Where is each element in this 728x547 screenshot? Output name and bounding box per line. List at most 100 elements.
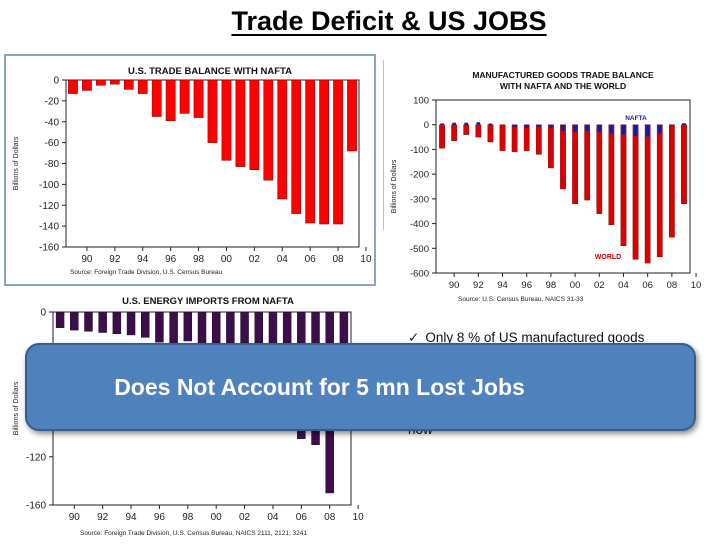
y-tick-label: -100 — [410, 145, 429, 156]
bar-nafta — [669, 124, 674, 126]
x-tick-label: 10 — [691, 280, 702, 291]
y-tick-label: 0 — [53, 76, 59, 87]
bar-world — [535, 124, 542, 155]
bar — [347, 79, 357, 152]
x-tick-label: 02 — [249, 254, 261, 265]
bar — [109, 79, 120, 85]
y-tick-label: 0 — [424, 120, 429, 131]
y-axis-label: Billions of Dollars — [13, 136, 20, 190]
x-tick-label: 02 — [239, 512, 251, 523]
bar-nafta — [452, 122, 457, 125]
y-tick-label: -40 — [45, 117, 60, 128]
bar-nafta — [682, 123, 686, 125]
x-tick-label: 94 — [497, 280, 508, 291]
chart-title: WITH NAFTA AND THE WORLD — [500, 81, 626, 91]
bar — [151, 79, 162, 117]
y-tick-label: 100 — [413, 96, 429, 107]
bullet-item: ✓ Only 8 % of US manufactured goods — [408, 330, 644, 346]
bar — [141, 311, 150, 338]
slide-title-text: Trade Deficit & US JOBS — [231, 6, 547, 36]
y-axis-label: Billions of Dollars — [13, 381, 20, 435]
x-tick-label: 00 — [211, 512, 223, 523]
bar-world — [548, 124, 554, 169]
bar-world — [608, 124, 615, 226]
chart-title: U.S. TRADE BALANCE WITH NAFTA — [128, 66, 292, 77]
bar-world — [463, 124, 470, 135]
x-tick-label: 00 — [570, 280, 581, 291]
bar — [126, 311, 136, 336]
bar-world — [681, 124, 687, 205]
bar-world — [487, 124, 494, 143]
series-label-world: WORLD — [595, 254, 621, 261]
x-tick-label: 96 — [154, 512, 166, 523]
bar — [249, 79, 260, 171]
bar-nafta — [464, 122, 469, 125]
source-note: Source: Foreign Trade Division, U.S. Cen… — [80, 530, 307, 537]
x-tick-label: 92 — [473, 280, 484, 291]
bar — [169, 311, 178, 344]
y-tick-label: -200 — [410, 170, 429, 181]
bar — [55, 311, 65, 328]
callout-text: Does Not Account for 5 mn Lost Jobs — [114, 373, 525, 400]
bar — [96, 79, 106, 86]
y-tick-label: -20 — [45, 96, 60, 107]
bar-world — [475, 124, 482, 138]
y-tick-label: -120 — [26, 452, 46, 463]
y-tick-label: -500 — [410, 244, 429, 255]
bar — [235, 79, 246, 167]
y-tick-label: -100 — [39, 180, 59, 191]
bar — [319, 79, 329, 225]
bar-nafta — [512, 124, 517, 128]
bar-nafta — [476, 122, 481, 125]
callout-box: Does Not Account for 5 mn Lost Jobs — [25, 343, 696, 431]
bar — [183, 311, 193, 342]
x-tick-label: 94 — [125, 512, 137, 523]
bar-world — [451, 124, 458, 141]
chart-title: MANUFACTURED GOODS TRADE BALANCE — [472, 70, 654, 80]
bar-world — [656, 124, 663, 258]
x-tick-label: 06 — [305, 254, 317, 265]
bar — [84, 311, 93, 332]
bar-world — [499, 124, 506, 151]
bar — [137, 79, 148, 94]
x-tick-label: 06 — [296, 512, 308, 523]
bar-nafta — [645, 124, 650, 137]
bar — [291, 79, 302, 214]
check-icon: ✓ — [408, 330, 420, 345]
x-tick-label: 90 — [69, 512, 81, 523]
bar — [263, 79, 274, 181]
plot-frame — [435, 99, 691, 274]
bar-nafta — [633, 124, 638, 136]
bar — [179, 79, 190, 114]
manufactured-goods-chart: MANUFACTURED GOODS TRADE BALANCE WITH NAF… — [388, 60, 706, 310]
x-tick-label: 92 — [97, 512, 109, 523]
y-tick-label: -60 — [45, 138, 60, 149]
x-tick-label: 10 — [353, 512, 365, 523]
bar — [112, 311, 122, 334]
bar-nafta — [621, 124, 626, 135]
bar-world — [620, 124, 627, 247]
bar-nafta — [657, 124, 662, 134]
series-label-nafta: NAFTA — [625, 115, 647, 122]
x-tick-label: 92 — [109, 254, 121, 265]
bar-nafta — [488, 123, 493, 125]
x-tick-label: 08 — [324, 512, 336, 523]
bar-world — [644, 124, 651, 264]
bar-nafta — [597, 124, 602, 133]
bullet-text: Only 8 % of US manufactured goods — [425, 330, 645, 345]
y-tick-label: -120 — [39, 201, 59, 212]
bar-world — [668, 124, 675, 238]
bar-world — [572, 124, 578, 205]
x-tick-label: 02 — [594, 280, 605, 291]
y-axis-label: Billions of Dollars — [391, 159, 398, 213]
y-tick-label: -400 — [410, 219, 429, 230]
bar-nafta — [440, 123, 444, 125]
x-tick-label: 90 — [449, 280, 460, 291]
x-tick-label: 04 — [618, 280, 629, 291]
bar — [333, 79, 343, 225]
bar-nafta — [573, 124, 577, 132]
bar — [70, 311, 79, 331]
x-tick-label: 96 — [521, 280, 532, 291]
bar-world — [523, 124, 530, 151]
